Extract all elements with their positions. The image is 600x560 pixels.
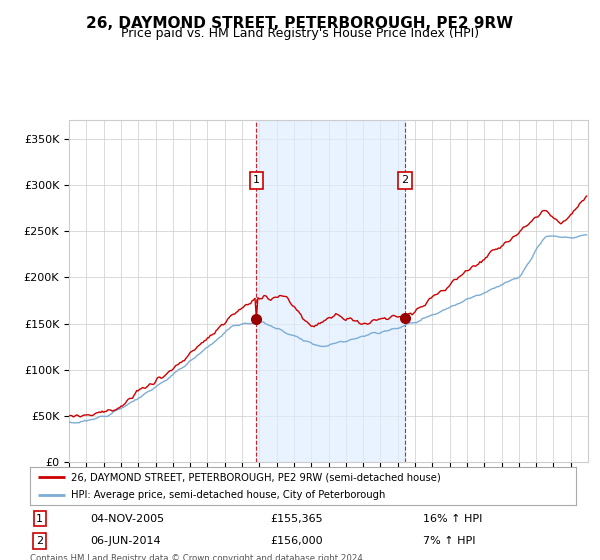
Text: 1: 1 (37, 514, 43, 524)
Text: 26, DAYMOND STREET, PETERBOROUGH, PE2 9RW: 26, DAYMOND STREET, PETERBOROUGH, PE2 9R… (86, 16, 514, 31)
Bar (256, 120, 405, 462)
Text: Price paid vs. HM Land Registry's House Price Index (HPI): Price paid vs. HM Land Registry's House … (121, 27, 479, 40)
Text: 2: 2 (401, 175, 409, 185)
Text: 1: 1 (253, 175, 260, 185)
Text: £156,000: £156,000 (270, 536, 323, 546)
Text: 2: 2 (36, 536, 43, 546)
Text: 7% ↑ HPI: 7% ↑ HPI (423, 536, 476, 546)
Text: Contains HM Land Registry data © Crown copyright and database right 2024.
This d: Contains HM Land Registry data © Crown c… (30, 554, 365, 560)
Text: £155,365: £155,365 (270, 514, 323, 524)
Text: 26, DAYMOND STREET, PETERBOROUGH, PE2 9RW (semi-detached house): 26, DAYMOND STREET, PETERBOROUGH, PE2 9R… (71, 472, 440, 482)
Text: 04-NOV-2005: 04-NOV-2005 (90, 514, 164, 524)
Text: HPI: Average price, semi-detached house, City of Peterborough: HPI: Average price, semi-detached house,… (71, 490, 385, 500)
Text: 16% ↑ HPI: 16% ↑ HPI (423, 514, 482, 524)
Text: 06-JUN-2014: 06-JUN-2014 (90, 536, 161, 546)
